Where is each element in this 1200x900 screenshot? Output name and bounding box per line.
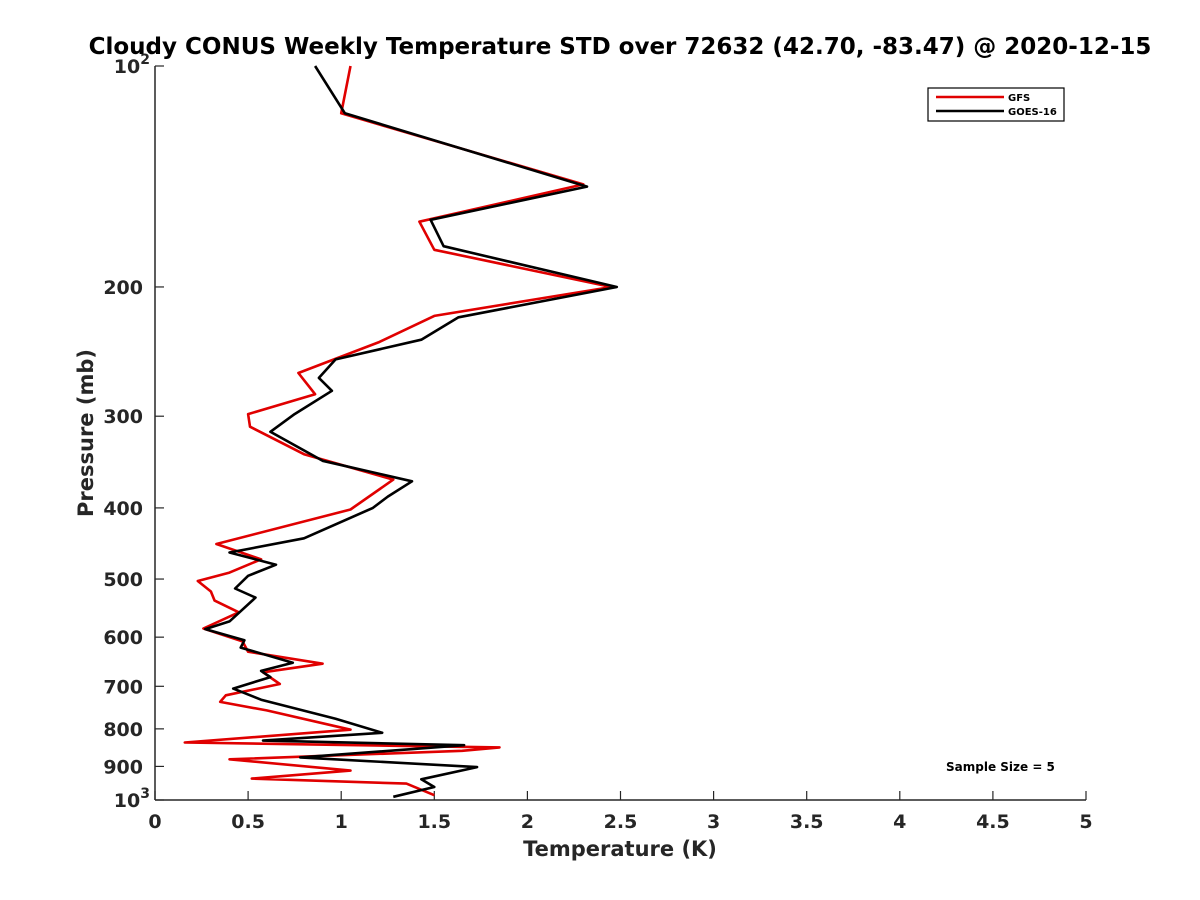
x-tick-label: 1 (335, 811, 348, 833)
x-tick-label: 3.5 (790, 811, 824, 833)
x-tick-label: 0 (148, 811, 161, 833)
y-axis-label: Pressure (mb) (74, 349, 98, 517)
sample-size-annotation: Sample Size = 5 (946, 760, 1055, 774)
x-axis-label: Temperature (K) (523, 837, 717, 861)
y-tick-label: 200 (103, 277, 143, 299)
y-tick-label: 600 (103, 627, 143, 649)
y-tick-label: 500 (103, 569, 143, 591)
series-line-goes16 (204, 65, 619, 799)
y-tick-label: 300 (103, 406, 143, 428)
y-tick-label: 400 (103, 498, 143, 520)
series-line-gfs (183, 65, 613, 797)
x-tick-label: 3 (707, 811, 720, 833)
x-tick-label: 2.5 (604, 811, 638, 833)
y-tick-label: 900 (103, 756, 143, 778)
x-tick-label: 2 (521, 811, 534, 833)
y-tick-label: 700 (103, 676, 143, 698)
series-layer (183, 65, 619, 799)
x-tick-label: 4 (893, 811, 906, 833)
legend-label-goes16: GOES-16 (1008, 107, 1057, 118)
legend-label-gfs: GFS (1008, 93, 1030, 104)
x-axis-ticks: 0 0.5 1 1.5 2 2.5 3 3.5 4 4.5 5 (148, 791, 1093, 833)
x-tick-label: 5 (1079, 811, 1092, 833)
x-tick-label: 4.5 (976, 811, 1010, 833)
legend: GFS GOES-16 (927, 87, 1065, 122)
y-axis-ticks: 102 200 300 400 500 600 700 800 900 103 (103, 52, 164, 812)
y-tick-label: 800 (103, 719, 143, 741)
legend-box (927, 87, 1065, 122)
y-tick-label: 102 (114, 52, 150, 78)
y-tick-label: 103 (114, 786, 150, 812)
x-tick-label: 0.5 (231, 811, 265, 833)
x-tick-label: 1.5 (417, 811, 451, 833)
chart-title: Cloudy CONUS Weekly Temperature STD over… (89, 34, 1152, 60)
